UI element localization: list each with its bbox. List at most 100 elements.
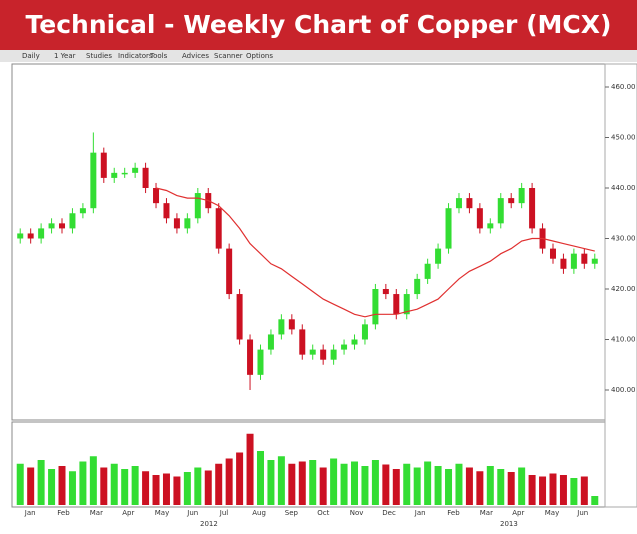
candle-body <box>278 319 285 335</box>
candle-body <box>100 152 107 178</box>
candle-body <box>466 198 473 209</box>
candle-body <box>236 294 243 340</box>
toolbar-item[interactable]: Advices <box>182 52 209 60</box>
volume-bar <box>445 469 453 505</box>
candle-body <box>529 188 536 229</box>
volume-bar <box>486 466 494 505</box>
x-tick-label: Aug <box>252 509 266 517</box>
x-tick-label: Jun <box>576 509 588 517</box>
candle-body <box>518 188 525 204</box>
candle-body <box>476 208 483 229</box>
y-tick-label: 410.00 <box>611 336 636 344</box>
candle-body <box>414 278 421 295</box>
candle-body <box>48 223 55 229</box>
volume-bar <box>225 458 233 505</box>
year-label: 2012 <box>200 520 218 528</box>
candle-body <box>247 339 254 375</box>
toolbar-item[interactable]: Scanner <box>214 52 243 60</box>
x-tick-label: May <box>545 509 559 517</box>
volume-bar <box>403 463 411 505</box>
candle-body <box>487 223 494 229</box>
toolbar <box>0 50 637 62</box>
toolbar-item[interactable]: Options <box>246 52 273 60</box>
x-tick-label: Jan <box>414 509 426 517</box>
volume-bar <box>539 476 547 505</box>
x-tick-label: Oct <box>317 509 329 517</box>
candle-body <box>142 167 149 188</box>
volume-bar <box>549 473 557 505</box>
volume-bar <box>183 472 191 505</box>
candle-body <box>393 294 400 315</box>
toolbar-item[interactable]: Tools <box>149 52 168 60</box>
candle-body <box>38 228 45 239</box>
candle-body <box>591 258 598 264</box>
x-tick-label: Feb <box>57 509 70 517</box>
candle-body <box>90 152 97 209</box>
x-tick-label: Apr <box>512 509 524 517</box>
volume-bar <box>48 469 56 505</box>
toolbar-item[interactable]: Indicators <box>118 52 153 60</box>
candle-body <box>372 289 379 325</box>
volume-bar <box>371 460 379 505</box>
candle-body <box>288 319 295 330</box>
volume-bar <box>330 458 338 505</box>
candle-body <box>299 329 306 355</box>
volume-bar <box>79 461 87 505</box>
candle-body <box>341 344 348 350</box>
candle-body <box>59 223 66 229</box>
x-tick-label: Nov <box>350 509 364 517</box>
candle-body <box>257 349 264 375</box>
volume-bar <box>142 471 150 505</box>
candle-body <box>194 193 201 219</box>
volume-bar <box>528 475 536 505</box>
x-tick-label: Jan <box>24 509 36 517</box>
candle-body <box>455 198 462 209</box>
x-tick-label: May <box>155 509 169 517</box>
candle-body <box>445 208 452 249</box>
volume-bar <box>89 456 97 505</box>
volume-bar <box>309 460 317 505</box>
volume-bar <box>392 469 400 505</box>
candle-body <box>351 339 358 345</box>
candle-body <box>17 233 24 239</box>
volume-bar <box>162 473 170 505</box>
volume-bar <box>131 466 139 505</box>
toolbar-item[interactable]: Daily <box>22 52 40 60</box>
volume-bar <box>465 467 473 505</box>
volume-bar <box>455 463 463 505</box>
candle-body <box>570 253 577 269</box>
year-label: 2013 <box>500 520 518 528</box>
y-tick-label: 400.00 <box>611 386 636 394</box>
y-tick-label: 430.00 <box>611 235 636 243</box>
volume-bar <box>267 460 275 505</box>
candle-body <box>215 208 222 249</box>
candle-body <box>508 198 515 204</box>
volume-bar <box>476 471 484 505</box>
volume-bar <box>424 461 432 505</box>
volume-bar <box>351 461 359 505</box>
volume-bar <box>507 472 515 505</box>
candle-body <box>424 263 431 279</box>
toolbar-item[interactable]: 1 Year <box>54 52 76 60</box>
volume-bar <box>591 496 599 505</box>
volume-bar <box>340 463 348 505</box>
candle-body <box>497 198 504 224</box>
candle-body <box>111 172 118 178</box>
volume-bar <box>110 463 118 505</box>
volume-bar <box>559 475 567 505</box>
volume-bar <box>236 452 244 505</box>
candle-body <box>121 172 128 175</box>
candle-body <box>435 248 442 264</box>
volume-bar <box>152 475 160 505</box>
x-tick-label: Dec <box>382 509 396 517</box>
candle-body <box>132 167 139 173</box>
candle-body <box>330 349 337 360</box>
volume-bar <box>204 470 212 505</box>
volume-bar <box>434 466 442 505</box>
volume-bar <box>580 476 588 505</box>
x-tick-label: Jul <box>219 509 229 517</box>
toolbar-item[interactable]: Studies <box>86 52 112 60</box>
volume-bar <box>382 464 390 505</box>
candle-body <box>226 248 233 295</box>
